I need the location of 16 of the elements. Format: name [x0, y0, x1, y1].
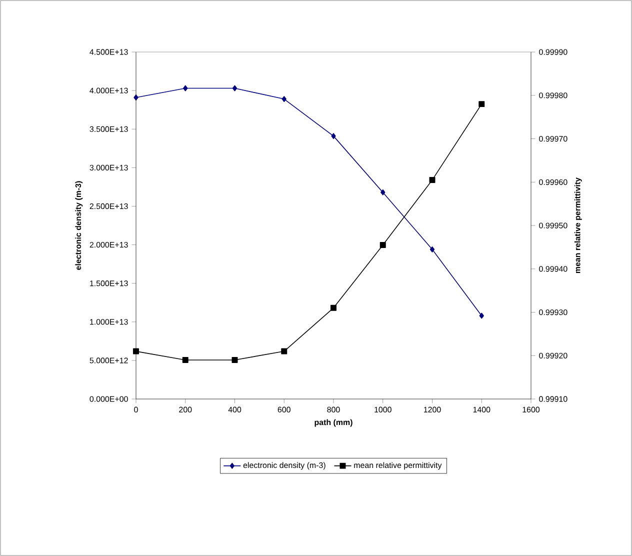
- point: [183, 85, 188, 92]
- point: [478, 101, 485, 108]
- point: [182, 356, 188, 363]
- point: [331, 133, 336, 140]
- point: [330, 304, 336, 311]
- point: [430, 246, 435, 252]
- point: [380, 242, 386, 248]
- point: [232, 85, 238, 92]
- point: [282, 96, 286, 102]
- point: [479, 312, 484, 319]
- point: [134, 94, 138, 100]
- point: [133, 348, 139, 354]
- point: [281, 348, 288, 354]
- point: [429, 176, 436, 183]
- point: [232, 356, 238, 363]
- point: [380, 189, 386, 196]
